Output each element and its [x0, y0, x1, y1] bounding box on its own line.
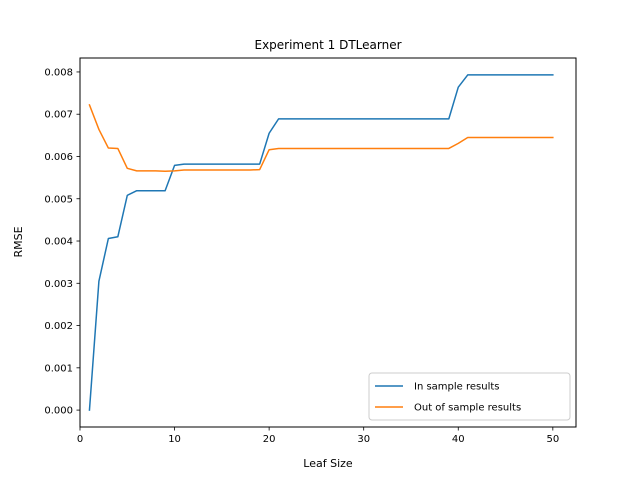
y-tick-label: 0.005	[44, 194, 73, 205]
legend: In sample results Out of sample results	[368, 372, 571, 421]
series-line-1	[88, 103, 554, 173]
legend-label-1: Out of sample results	[414, 403, 521, 414]
y-tick-label: 0.000	[44, 406, 73, 417]
y-tick-label: 0.002	[44, 321, 73, 332]
x-tick-label: 0	[77, 434, 83, 445]
chart-title: Experiment 1 DTLearner	[254, 38, 401, 52]
y-tick-label: 0.004	[44, 237, 73, 248]
legend-box	[368, 372, 571, 421]
x-tick-label: 20	[263, 434, 276, 445]
x-tick-label: 40	[452, 434, 465, 445]
y-tick-label: 0.008	[44, 67, 73, 78]
legend-label-0: In sample results	[414, 382, 500, 393]
x-tick-label: 50	[546, 434, 559, 445]
x-axis: 0 10 20 30 40 50	[77, 427, 559, 445]
y-axis: 0.000 0.001 0.002 0.003 0.004 0.005 0.006 0.007…	[44, 67, 80, 417]
y-tick-label: 0.006	[44, 152, 73, 163]
series-line-0	[88, 74, 554, 411]
x-tick-label: 10	[168, 434, 181, 445]
x-tick-label: 30	[357, 434, 370, 445]
plot-frame	[79, 57, 577, 428]
y-tick-label: 0.001	[44, 363, 73, 374]
x-axis-label: Leaf Size	[303, 457, 353, 470]
y-tick-label: 0.003	[44, 279, 73, 290]
y-tick-label: 0.007	[44, 110, 73, 121]
y-axis-label: RMSE	[12, 226, 25, 257]
plot-lines	[88, 74, 554, 411]
